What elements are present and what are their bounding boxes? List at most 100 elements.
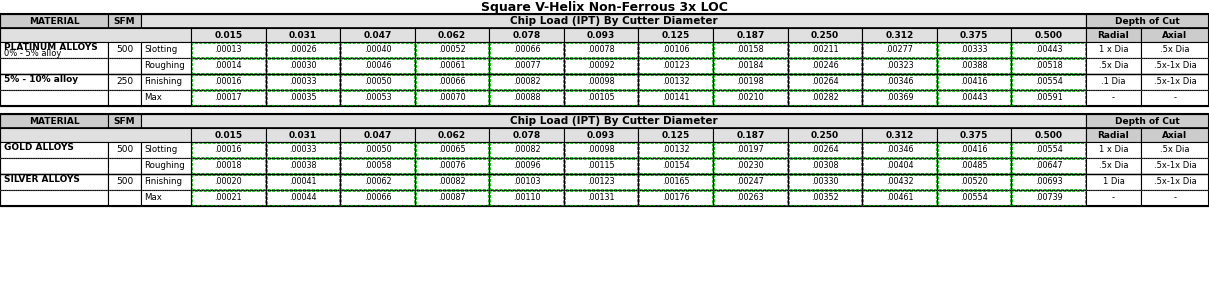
Bar <box>713 90 788 106</box>
Bar <box>0 142 108 158</box>
Bar <box>638 158 713 174</box>
Text: .00035: .00035 <box>289 94 317 102</box>
Bar <box>937 128 1012 142</box>
Bar <box>1012 191 1084 205</box>
Bar <box>565 175 637 189</box>
Text: 5% - 10% alloy: 5% - 10% alloy <box>4 75 79 84</box>
Text: .00461: .00461 <box>886 193 913 202</box>
Text: .00264: .00264 <box>811 146 839 155</box>
Bar <box>0 158 108 174</box>
Bar <box>341 75 413 89</box>
Text: .00416: .00416 <box>960 146 988 155</box>
Text: .00282: .00282 <box>811 94 839 102</box>
Text: 0.500: 0.500 <box>1035 30 1063 39</box>
Text: .00554: .00554 <box>960 193 988 202</box>
Text: 0.125: 0.125 <box>661 30 690 39</box>
Bar <box>788 74 862 90</box>
Bar <box>713 42 788 58</box>
Text: .5x-1x Dia: .5x-1x Dia <box>1153 61 1197 70</box>
Text: .00013: .00013 <box>214 45 242 54</box>
Bar <box>1012 59 1084 73</box>
Text: .00404: .00404 <box>886 162 913 171</box>
Bar <box>141 114 1086 128</box>
Bar <box>638 142 713 158</box>
Text: 0.250: 0.250 <box>811 131 839 140</box>
Text: 0.125: 0.125 <box>661 131 690 140</box>
Bar <box>415 42 490 58</box>
Text: .00092: .00092 <box>588 61 615 70</box>
Text: SFM: SFM <box>114 116 135 125</box>
Text: Finishing: Finishing <box>144 177 183 186</box>
Text: 0.312: 0.312 <box>885 131 914 140</box>
Text: .00021: .00021 <box>214 193 242 202</box>
Bar <box>563 128 638 142</box>
Bar <box>266 159 340 173</box>
Text: -: - <box>1174 193 1176 202</box>
Bar <box>490 74 563 90</box>
Bar <box>191 174 266 190</box>
Text: .00026: .00026 <box>289 45 317 54</box>
Bar <box>1012 128 1086 142</box>
Bar <box>788 142 862 158</box>
Bar <box>640 75 712 89</box>
Bar <box>863 59 936 73</box>
Bar <box>416 75 488 89</box>
Bar <box>937 142 1012 158</box>
Text: 500: 500 <box>116 177 133 186</box>
Bar <box>415 158 490 174</box>
Text: .00038: .00038 <box>289 162 317 171</box>
Bar <box>640 59 712 73</box>
Text: 1 x Dia: 1 x Dia <box>1099 45 1128 54</box>
Text: .00416: .00416 <box>960 78 988 87</box>
Bar <box>1012 142 1086 158</box>
Bar <box>490 90 563 106</box>
Text: .00033: .00033 <box>289 78 317 87</box>
Bar <box>937 190 1012 206</box>
Bar <box>563 174 638 190</box>
Bar <box>938 191 1011 205</box>
Text: .00432: .00432 <box>886 177 913 186</box>
Bar <box>0 128 191 142</box>
Bar <box>0 114 1209 206</box>
Bar <box>191 28 266 42</box>
Text: .00154: .00154 <box>663 162 689 171</box>
Bar <box>490 28 563 42</box>
Bar <box>0 14 1209 28</box>
Text: 0.015: 0.015 <box>214 30 242 39</box>
Bar <box>788 128 862 142</box>
Text: 0.047: 0.047 <box>363 131 392 140</box>
Bar <box>192 143 265 157</box>
Text: 0.375: 0.375 <box>960 30 988 39</box>
Bar <box>563 28 638 42</box>
Bar <box>341 43 413 57</box>
Text: .00088: .00088 <box>513 94 540 102</box>
Bar <box>266 59 340 73</box>
Bar <box>340 42 415 58</box>
Bar <box>715 91 787 105</box>
Bar <box>266 58 340 74</box>
Bar <box>640 159 712 173</box>
Bar <box>1012 175 1084 189</box>
Text: .00308: .00308 <box>811 162 839 171</box>
Bar <box>192 59 265 73</box>
Bar <box>415 174 490 190</box>
Text: .1 Dia: .1 Dia <box>1101 78 1126 87</box>
Bar <box>563 142 638 158</box>
Bar <box>192 91 265 105</box>
Bar <box>108 158 141 174</box>
Bar <box>340 174 415 190</box>
Bar <box>1012 28 1086 42</box>
Text: .00158: .00158 <box>736 45 764 54</box>
Text: .00041: .00041 <box>289 177 317 186</box>
Bar <box>1086 174 1141 190</box>
Bar <box>490 128 563 142</box>
Bar <box>937 74 1012 90</box>
Bar <box>191 90 266 106</box>
Bar <box>191 42 266 58</box>
Bar <box>0 114 108 128</box>
Text: .00014: .00014 <box>214 61 242 70</box>
Bar <box>1086 142 1141 158</box>
Bar <box>266 174 340 190</box>
Bar <box>1086 28 1141 42</box>
Text: .00096: .00096 <box>513 162 540 171</box>
